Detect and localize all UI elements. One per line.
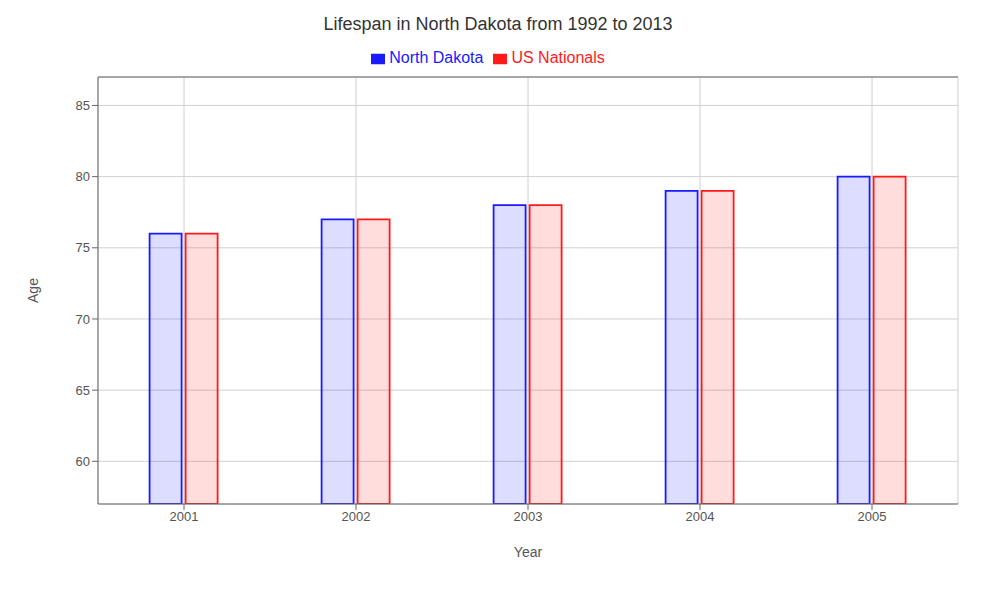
svg-text:2001: 2001 [170,509,199,524]
html-text:US Nationals: US Nationals [511,49,605,66]
svg-text:Age: Age [25,278,41,303]
svg-text:75: 75 [76,240,90,255]
svg-text:85: 85 [76,98,90,113]
svg-text:70: 70 [76,312,90,327]
svg-text:Year: Year [514,544,543,560]
html-text:Lifespan in North Dakota from: Lifespan in North Dakota from 1992 to 20… [323,14,673,34]
html-text:North Dakota: North Dakota [389,49,484,66]
svg-text:2005: 2005 [858,509,887,524]
svg-text:80: 80 [76,169,90,184]
svg-text:60: 60 [76,454,90,469]
svg-text:2004: 2004 [686,509,715,524]
svg-text:65: 65 [76,383,90,398]
svg-text:2003: 2003 [514,509,543,524]
svg-text:2002: 2002 [342,509,371,524]
